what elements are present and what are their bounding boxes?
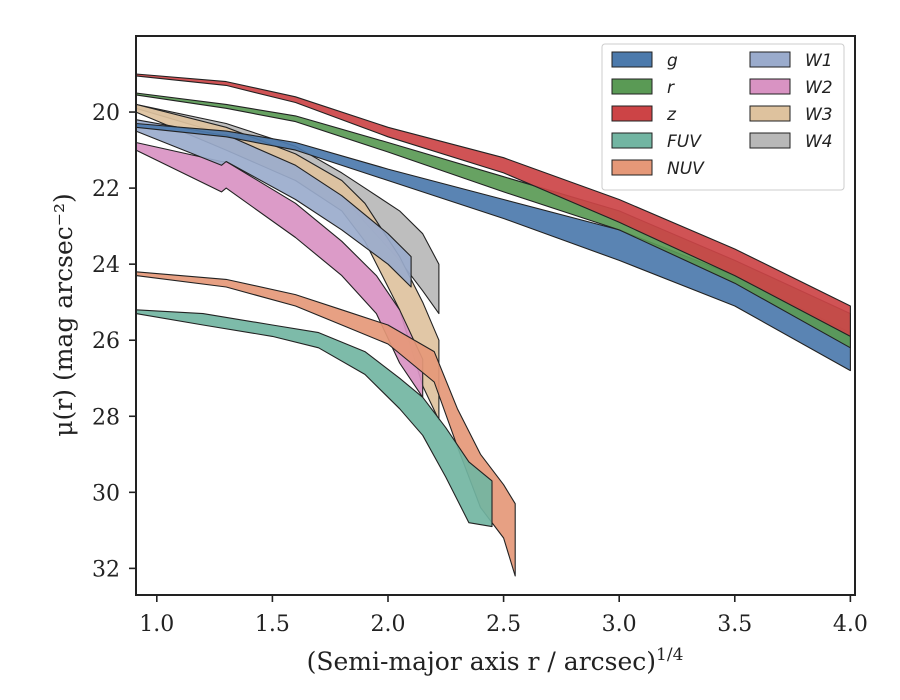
y-tick-label: 22 (92, 177, 120, 202)
legend-label-w1: W1 (805, 51, 833, 71)
x-tick-label: 1.5 (255, 612, 290, 637)
y-tick-label: 24 (92, 253, 120, 278)
x-tick-label: 2.5 (486, 612, 521, 637)
band-nuv (135, 271, 516, 577)
x-tick-label: 1.0 (139, 612, 174, 637)
band-w1 (135, 119, 412, 288)
y-tick-label: 20 (92, 101, 120, 126)
y-axis: 20 22 24 26 28 30 32 (92, 101, 136, 582)
legend-swatch-z (611, 105, 653, 122)
legend-swatch-g (611, 51, 653, 68)
legend-swatch-w2 (749, 78, 791, 95)
legend-swatch-nuv (611, 159, 653, 176)
legend-label-fuv: FUV (667, 132, 702, 152)
legend: grz FUV NUV W1 W2 W3 W4 (601, 43, 845, 191)
x-axis-label-text: (Semi-major axis r / arcsec) (307, 647, 656, 676)
series-layer (135, 73, 851, 577)
legend-label-z: z (666, 105, 677, 125)
y-tick-label: 32 (92, 557, 120, 582)
band-z (135, 73, 851, 337)
legend-label-w2: W2 (805, 78, 833, 98)
legend-swatch-w1 (749, 51, 791, 68)
x-tick-label: 2.0 (370, 612, 405, 637)
x-axis-label-superscript: 1/4 (656, 645, 683, 665)
y-tick-label: 30 (92, 481, 120, 506)
band-fuv (135, 309, 493, 528)
x-axis: 1.0 1.5 2.0 2.5 3.0 3.5 4.0 (139, 595, 868, 637)
legend-swatch-w3 (749, 105, 791, 122)
legend-label-w3: W3 (805, 105, 833, 125)
y-tick-label: 26 (92, 329, 120, 354)
band-r (135, 92, 851, 349)
band-g (135, 122, 851, 372)
legend-label-g: g (667, 51, 678, 71)
y-axis-label: μ(r) (mag arcsec⁻²) (49, 193, 78, 436)
legend-label-w4: W4 (805, 132, 833, 152)
legend-swatch-w4 (749, 132, 791, 149)
legend-swatch-fuv (611, 132, 653, 149)
x-axis-label: (Semi-major axis r / arcsec)1/4 (307, 645, 684, 676)
x-tick-label: 4.0 (833, 612, 868, 637)
plot-frame (135, 35, 856, 596)
y-tick-label: 28 (92, 405, 120, 430)
x-tick-label: 3.0 (602, 612, 637, 637)
legend-swatch-r (611, 78, 653, 95)
x-tick-label: 3.5 (717, 612, 752, 637)
legend-label-r: r (667, 78, 675, 98)
legend-label-nuv: NUV (667, 159, 705, 179)
